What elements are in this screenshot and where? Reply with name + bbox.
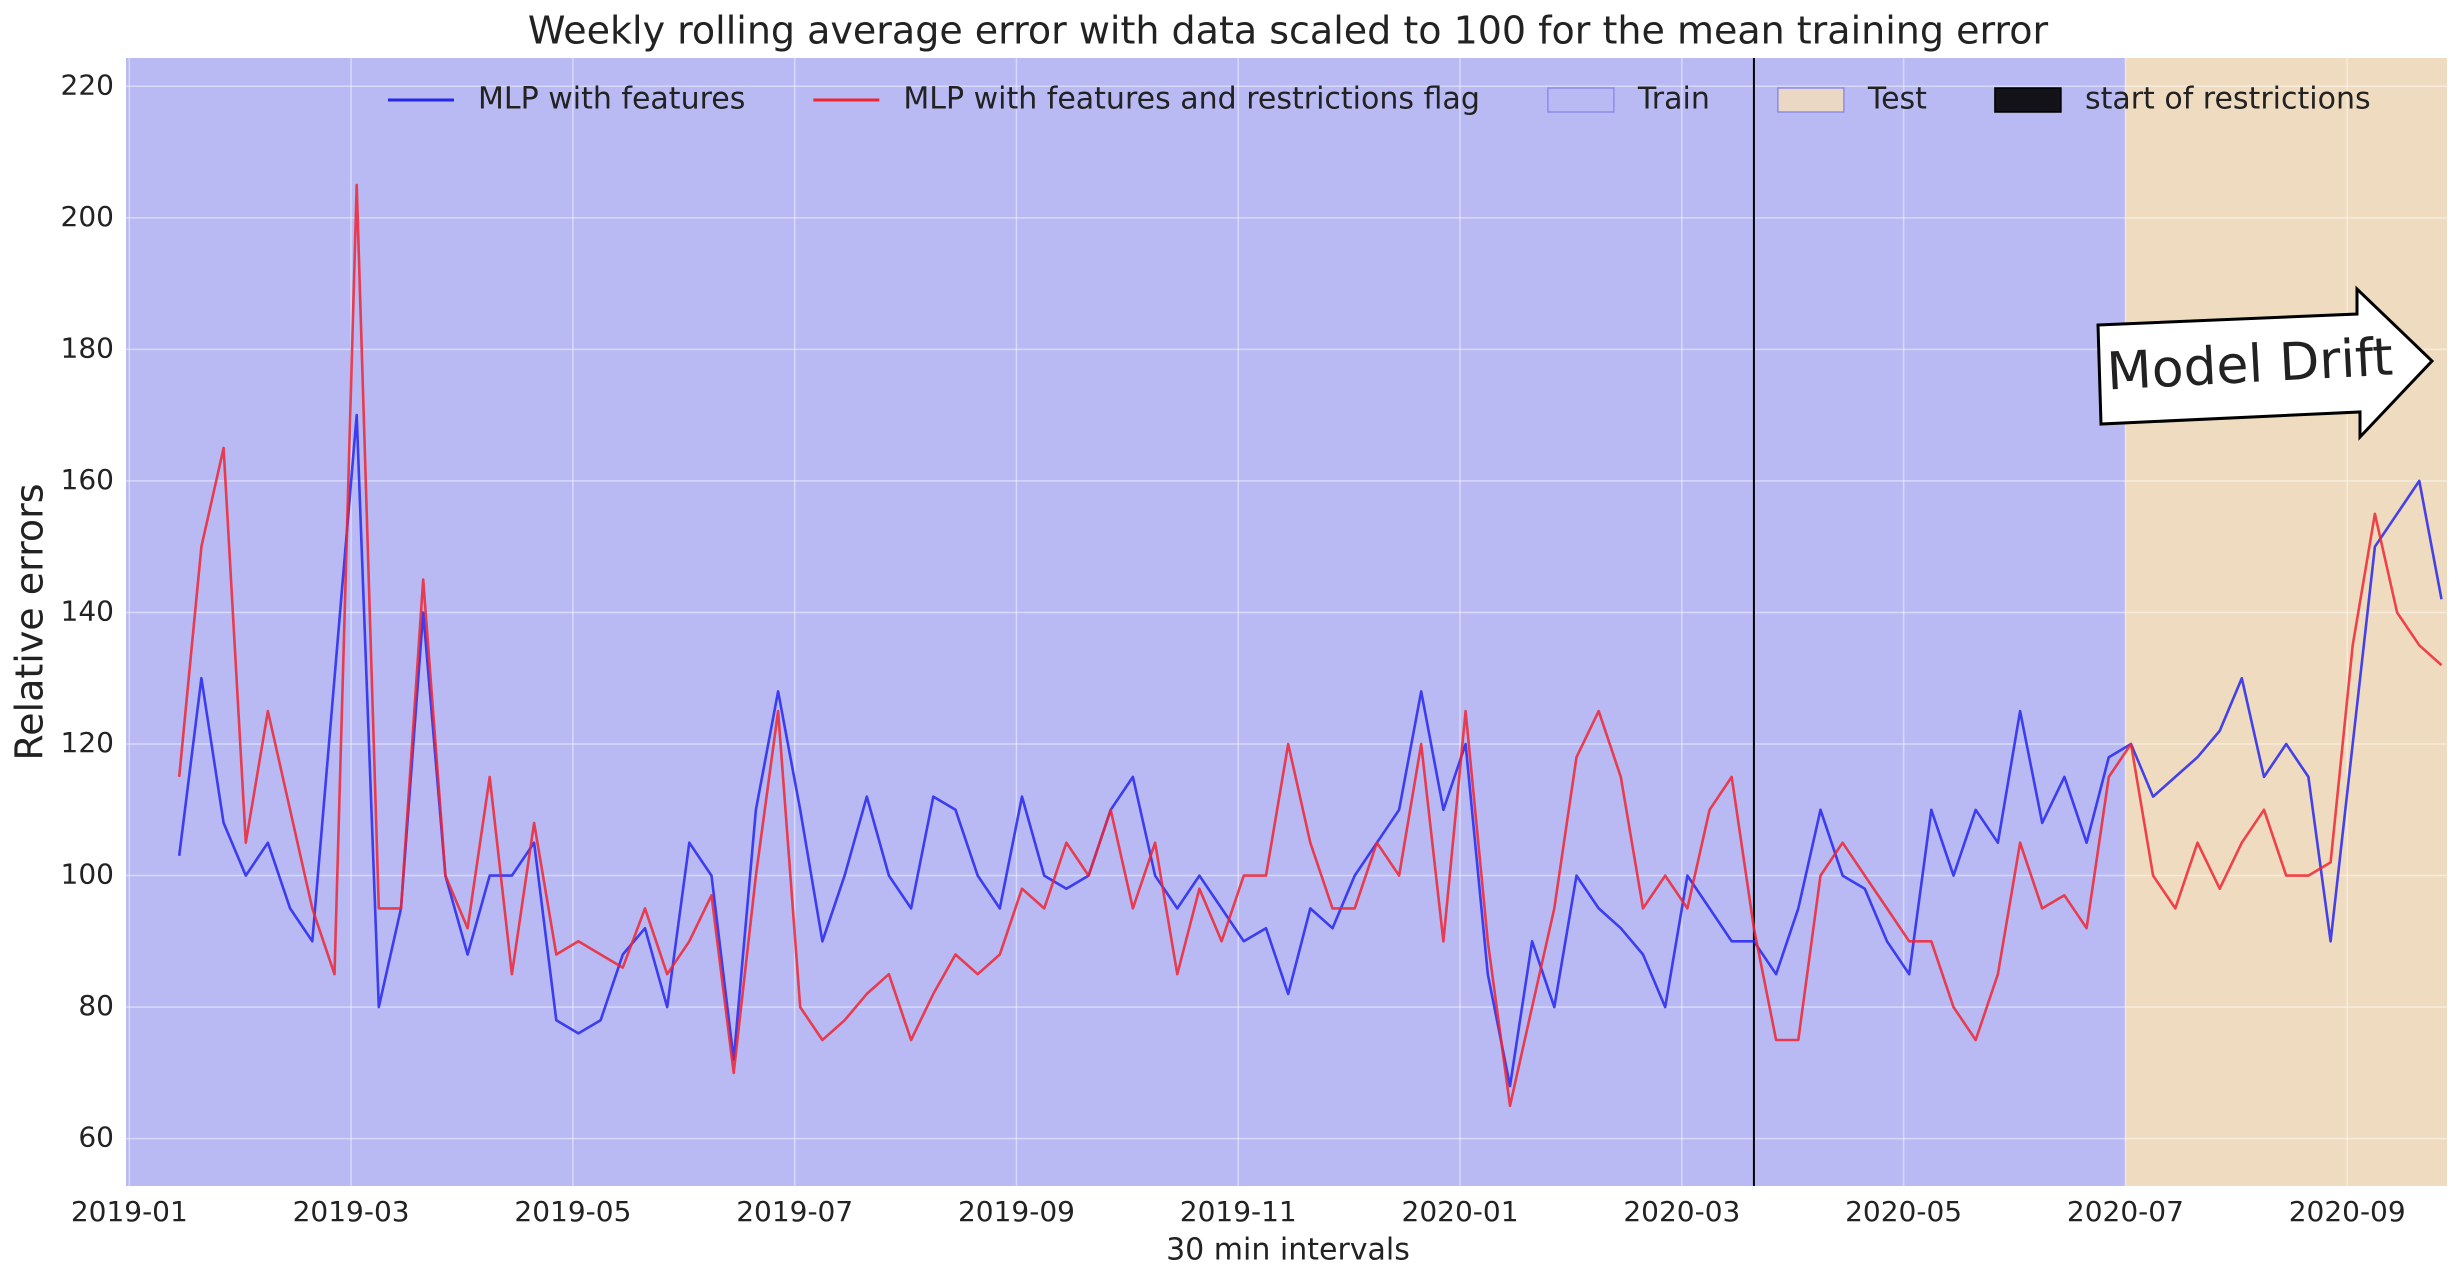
series-line [177, 183, 2443, 1108]
annotation-arrow [2096, 285, 2435, 441]
x-tick-label: 2019-01 [71, 1195, 188, 1228]
legend-label: MLP with features [478, 82, 745, 117]
x-tick-label: 2019-07 [736, 1195, 853, 1228]
y-tick-label: 100 [61, 858, 114, 891]
x-tick-label: 2019-09 [958, 1195, 1075, 1228]
y-tick-label: 160 [61, 463, 114, 496]
legend-item: MLP with features [388, 82, 745, 117]
legend-swatch [1547, 87, 1615, 113]
series-line [177, 413, 2443, 1088]
y-tick-label: 120 [61, 726, 114, 759]
legend-label: start of restrictions [2085, 82, 2371, 117]
legend-swatch [1994, 87, 2062, 113]
annotation: Model Drift [2105, 328, 2394, 403]
y-tick-label: 220 [61, 68, 114, 101]
x-tick-label: 2020-05 [1845, 1195, 1962, 1228]
y-tick-label: 180 [61, 331, 114, 364]
x-tick-label: 2019-05 [514, 1195, 631, 1228]
y-tick-label: 200 [61, 200, 114, 233]
x-tick-label: 2019-11 [1180, 1195, 1297, 1228]
span [126, 58, 2126, 1186]
legend-item: start of restrictions [1994, 82, 2371, 117]
plot-area [126, 58, 2447, 1186]
legend-item: Test [1777, 82, 1927, 117]
x-tick-label: 2020-07 [2067, 1195, 2184, 1228]
x-axis-label: 30 min intervals [1166, 1233, 1410, 1268]
legend-item: Train [1547, 82, 1710, 117]
x-tick-label: 2020-01 [1402, 1195, 1519, 1228]
span [2125, 58, 2447, 1186]
legend-label: Train [1637, 82, 1710, 117]
y-tick-label: 80 [78, 989, 114, 1022]
legend: MLP with features MLP with features and r… [388, 82, 2371, 117]
chart-title: Weekly rolling average error with data s… [528, 9, 2049, 53]
x-tick-label: 2019-03 [293, 1195, 410, 1228]
x-tick-label: 2020-03 [1623, 1195, 1740, 1228]
x-tick-label: 2020-09 [2289, 1195, 2406, 1228]
y-tick-label: 60 [78, 1121, 114, 1154]
y-axis-label: Relative errors [8, 483, 52, 760]
legend-label: MLP with features and restrictions flag [903, 82, 1480, 117]
legend-swatch [1777, 87, 1845, 113]
y-tick-label: 140 [61, 594, 114, 627]
legend-item: MLP with features and restrictions flag [813, 82, 1480, 117]
legend-label: Test [1867, 82, 1927, 117]
plot-clip [126, 58, 2447, 1186]
